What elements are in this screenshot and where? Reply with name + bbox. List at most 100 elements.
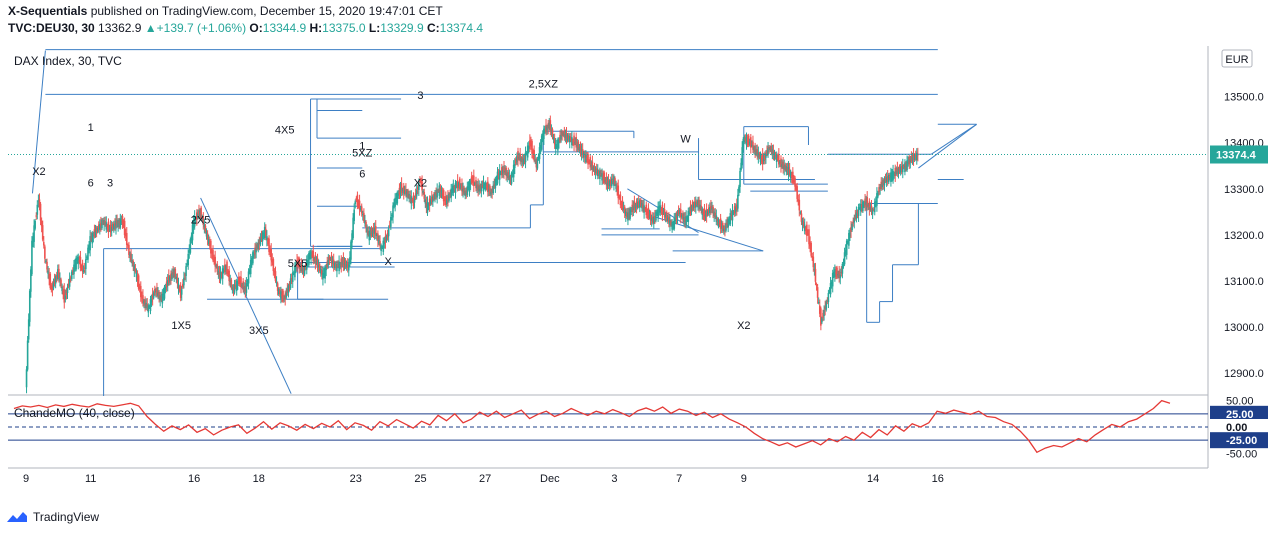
candle-body [730, 215, 733, 217]
candle-body [404, 190, 406, 194]
candle-body [204, 225, 207, 232]
candle-body [91, 233, 94, 244]
candle-body [36, 204, 39, 215]
candle-body [125, 232, 128, 245]
candle-body [156, 287, 158, 296]
candle-body [427, 204, 430, 206]
candle-body [477, 184, 479, 191]
candle-body [716, 218, 719, 221]
candle-body [556, 145, 558, 147]
candle-body [667, 217, 669, 221]
candle-body [395, 198, 398, 200]
sequential-label: 5XZ [352, 148, 372, 160]
tradingview-logo[interactable]: TradingView [6, 510, 99, 524]
candle-body [272, 259, 275, 272]
candle-body [367, 230, 369, 235]
candle-body [416, 186, 419, 190]
candle-body [397, 193, 400, 196]
candle-body [752, 141, 754, 150]
candle-body [37, 200, 40, 202]
candle-body [31, 240, 33, 275]
candle-body [866, 197, 869, 208]
candle-body [34, 221, 36, 229]
candle-body [871, 209, 874, 215]
candle-body [40, 220, 43, 227]
candle-body [633, 201, 636, 210]
candle-body [775, 154, 778, 163]
candle-body [789, 171, 792, 179]
candle-body [491, 189, 493, 193]
currency-badge[interactable]: EUR [1221, 49, 1253, 68]
candle-body [834, 269, 836, 278]
candle-body [426, 202, 429, 213]
candle-body [609, 179, 612, 184]
candle-body [287, 285, 290, 293]
candle-body [566, 134, 569, 141]
candle-body [498, 170, 501, 180]
candle-body [378, 240, 380, 244]
candle-body [782, 161, 784, 169]
candle-body [76, 257, 78, 261]
candle-body [621, 200, 624, 210]
candle-body [698, 199, 700, 207]
candle-body [411, 199, 414, 202]
candle-body [554, 144, 557, 150]
candle-body [307, 260, 309, 262]
candle-body [201, 217, 204, 219]
candle-body [914, 153, 917, 158]
candle-body [844, 250, 847, 254]
candle-body [622, 207, 625, 210]
candle-body [260, 236, 263, 239]
price-tick-label: 13300.0 [1224, 184, 1264, 196]
candle-body [529, 140, 531, 147]
candle-body [668, 216, 670, 223]
candle-body [56, 269, 59, 279]
candle-body [161, 293, 164, 304]
candle-body [856, 211, 859, 214]
candle-body [553, 138, 556, 145]
candle-body [324, 266, 326, 279]
candle-body [224, 264, 226, 272]
candle-body [818, 305, 821, 314]
candle-body [106, 225, 109, 228]
candle-body [398, 187, 401, 195]
candle-body [647, 207, 650, 219]
candle-body [385, 236, 388, 241]
candle-body [432, 196, 434, 203]
candle-body [363, 212, 365, 222]
candle-body [373, 228, 376, 234]
candle-body [242, 281, 244, 290]
candle-body [872, 209, 875, 211]
candle-body [380, 245, 382, 252]
candle-body [120, 221, 123, 223]
candle-body [164, 287, 167, 291]
candle-body [234, 285, 237, 287]
candle-body [848, 233, 850, 246]
candle-body [901, 164, 904, 173]
candle-body [53, 279, 56, 284]
candle-body [468, 180, 471, 192]
candle-body [915, 152, 918, 161]
candle-body [128, 245, 130, 255]
candle-body [187, 253, 190, 266]
candle-body [853, 217, 856, 223]
candle-body [447, 196, 449, 201]
candle-body [624, 211, 627, 216]
candle-body [822, 312, 824, 318]
candle-body [788, 168, 791, 174]
time-tick-label: 16 [188, 473, 200, 485]
candle-body [653, 217, 655, 224]
candle-body [168, 275, 170, 283]
candle-body [689, 206, 692, 213]
candle-body [345, 263, 348, 268]
candle-body [225, 266, 227, 270]
price-tick-label: 13200.0 [1224, 230, 1264, 242]
candle-body [864, 198, 866, 207]
candle-body [273, 271, 276, 273]
candle-body [107, 221, 110, 232]
candle-body [146, 304, 149, 308]
author-name[interactable]: X-Sequentials [8, 4, 88, 18]
candle-body [662, 212, 665, 214]
candle-body [787, 167, 790, 176]
